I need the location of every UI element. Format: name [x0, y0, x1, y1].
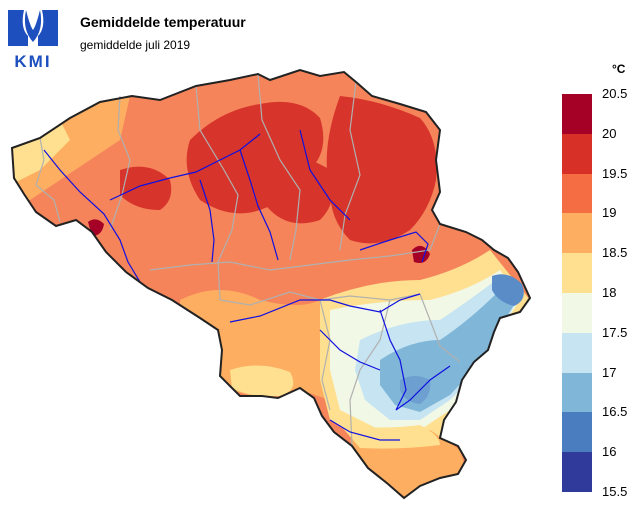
legend-bin [562, 94, 592, 134]
legend-label: 16 [602, 444, 617, 460]
zone-ardennes-colder-east [492, 274, 524, 306]
legend-bin [562, 452, 592, 493]
zone-ardennes-colder-south [400, 376, 431, 404]
legend-unit: °C [612, 62, 626, 76]
legend-bin [562, 412, 592, 453]
legend-label: 15.5 [602, 484, 628, 499]
legend-bin [562, 213, 592, 254]
legend-label: 17 [602, 364, 617, 380]
legend-label: 16.5 [602, 404, 628, 420]
legend-bin [562, 253, 592, 294]
zone-west-hot [120, 166, 172, 210]
legend-label: 20 [602, 125, 617, 141]
zone-north-hot-center [256, 156, 334, 224]
map-subtitle: gemiddelde juli 2019 [80, 38, 191, 52]
zone-south-mild [230, 365, 294, 397]
color-legend [562, 94, 592, 493]
rivers [43, 129, 451, 441]
belgium-temperature-map [11, 69, 531, 499]
legend-label: 17.5 [602, 324, 628, 340]
zone-north-hot-east [326, 96, 437, 244]
zone-gaume-mild [340, 425, 440, 449]
legend-label: 18.5 [602, 245, 628, 261]
map-title: Gemiddelde temperatuur [80, 14, 246, 30]
legend-bin [562, 293, 592, 333]
legend-label: 19.5 [602, 165, 628, 181]
kmi-logo-text: KMI [14, 52, 52, 71]
legend-label: 18 [602, 285, 617, 300]
legend-bin [562, 332, 592, 373]
kmi-logo [8, 10, 58, 46]
legend-label: 20.5 [602, 86, 628, 101]
legend-label: 19 [602, 205, 617, 221]
legend-bin [562, 372, 592, 413]
legend-bin [562, 173, 592, 214]
legend-bin [562, 133, 592, 174]
